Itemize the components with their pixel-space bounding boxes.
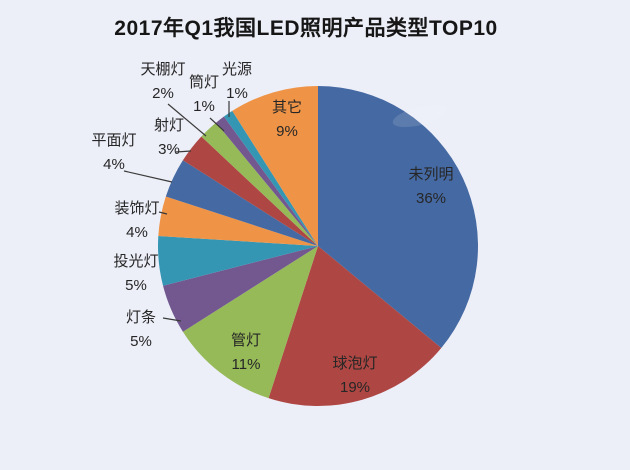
slice-label-name: 光源 (221, 61, 253, 78)
watermark-smudge (392, 104, 448, 128)
slice-label-5: 装饰灯 4% (114, 197, 159, 245)
pie-slice-8 (201, 122, 318, 246)
pie-slice-6 (165, 160, 318, 246)
slice-label-10: 光源 1% (222, 58, 252, 106)
slice-label-name: 管灯 (230, 332, 262, 349)
slice-label-1: 球泡灯 19% (332, 352, 377, 400)
slice-label-value: 36% (415, 190, 447, 207)
pie-slice-9 (216, 116, 318, 246)
pie-slice-1 (268, 246, 442, 406)
slice-label-4: 投光灯 5% (113, 250, 158, 298)
slice-label-6: 平面灯 4% (91, 129, 136, 177)
slice-label-value: 9% (276, 123, 298, 140)
slice-label-value: 1% (226, 85, 248, 102)
slice-label-value: 4% (126, 224, 148, 241)
slice-label-9: 筒灯 1% (189, 71, 219, 119)
slice-label-name: 投光灯 (113, 253, 159, 270)
slice-label-2: 管灯 11% (231, 329, 261, 377)
chart-title: 2017年Q1我国LED照明产品类型TOP10 (114, 17, 498, 40)
slice-label-value: 2% (152, 85, 174, 102)
slice-label-value: 3% (158, 141, 180, 158)
pie-slice-11 (232, 86, 318, 246)
slice-label-name: 平面灯 (91, 132, 137, 149)
leader-line (162, 317, 182, 322)
slice-label-value: 5% (130, 333, 152, 350)
leader-line (175, 150, 192, 153)
leader-line (158, 211, 168, 215)
slice-label-value: 5% (125, 277, 147, 294)
pie-slice-5 (158, 196, 318, 246)
slice-label-name: 灯条 (125, 309, 157, 326)
pie-slice-2 (182, 246, 318, 399)
pie-slice-4 (158, 235, 318, 286)
slice-label-value: 4% (103, 156, 125, 173)
slice-label-name: 天棚灯 (140, 61, 186, 78)
leader-line (209, 117, 225, 132)
pie-slice-7 (182, 136, 318, 246)
slice-label-name: 其它 (271, 99, 303, 116)
slice-label-name: 射灯 (153, 117, 185, 134)
slice-label-11: 其它 9% (272, 96, 302, 144)
leader-line (123, 170, 173, 183)
slice-label-name: 筒灯 (188, 74, 220, 91)
slice-label-7: 射灯 3% (154, 114, 184, 162)
slice-label-name: 球泡灯 (332, 355, 378, 372)
slice-label-3: 灯条 5% (126, 306, 156, 354)
slice-label-name: 未列明 (408, 166, 454, 183)
slice-label-0: 未列明 36% (408, 163, 453, 211)
slice-label-value: 11% (231, 356, 261, 373)
slice-label-value: 1% (193, 98, 215, 115)
leader-line (167, 103, 207, 137)
pie-slice-3 (163, 246, 318, 332)
slice-label-8: 天棚灯 2% (140, 58, 185, 106)
pie-slice-10 (223, 110, 318, 246)
pie-slice-0 (318, 86, 478, 348)
slice-label-value: 19% (339, 379, 371, 396)
slice-label-name: 装饰灯 (114, 200, 160, 217)
